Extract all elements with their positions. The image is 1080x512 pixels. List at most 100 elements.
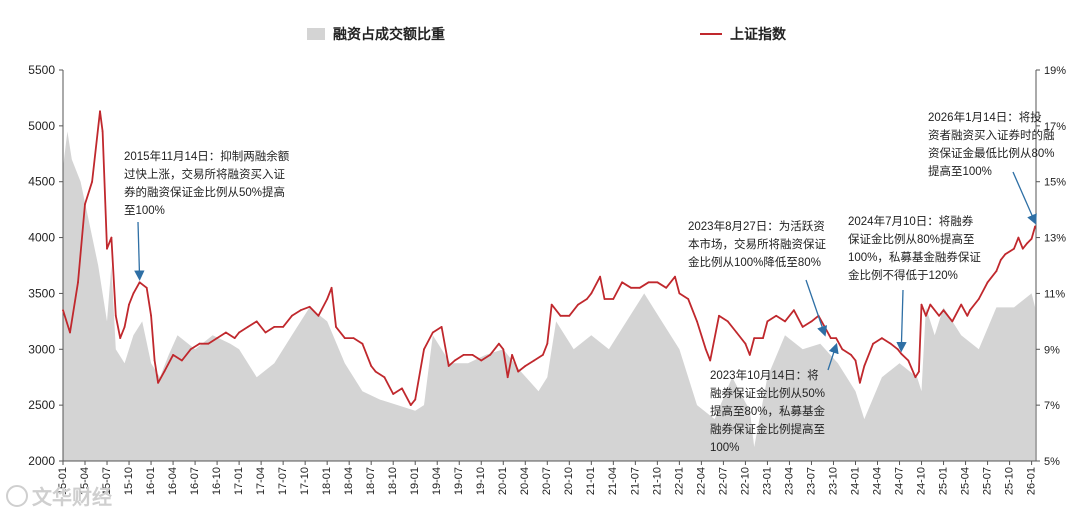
legend-ratio-swatch [307,28,325,40]
index-point [920,303,923,306]
index-point [603,298,606,300]
index-point [392,393,395,395]
annotation-2023-08: 2023年8月27日：为活跃资 本市场，交易所将融资保证 金比例从100%降低至… [688,221,826,269]
index-point [299,309,302,312]
index-point [335,326,337,328]
x-tick-label: 19-04 [431,467,443,495]
annotation-2024-07: 2024年7月10日：将融券 保证金比例从80%提高至 100%，私募基金融券保… [848,216,981,282]
watermark-logo-icon [6,484,28,507]
index-point [114,314,117,317]
index-point [850,354,852,356]
index-point [586,298,588,300]
index-point [498,342,500,345]
x-tick-label: 22-07 [717,467,729,495]
index-point [423,348,425,351]
y-left-tick-label: 2500 [28,398,55,412]
index-point [361,342,364,345]
x-tick-label: 15-01 [57,467,69,495]
index-point [753,337,756,339]
index-point [1013,247,1015,250]
index-point [918,370,920,373]
y-left-tick-label: 4000 [28,231,55,245]
x-tick-label: 18-10 [387,467,399,495]
index-point [440,326,443,328]
x-tick-label: 16-07 [189,467,201,495]
index-point [542,354,544,356]
annotation-arrows [134,171,1037,371]
y-left-tick-label: 3000 [28,342,55,356]
index-point [925,314,927,317]
index-point [238,331,241,334]
index-point [255,320,258,323]
y-right-tick-label: 7% [1044,400,1060,412]
y-left-tick-label: 4500 [28,175,55,189]
index-point [163,370,166,373]
x-tick-label: 19-07 [453,467,465,495]
legend-index-swatch [700,33,722,35]
index-point [128,303,130,306]
index-point [835,337,837,339]
index-point [189,348,192,351]
index-point [172,354,175,356]
index-point [401,387,403,390]
index-point [207,342,210,345]
y-right-tick-label: 5% [1044,456,1060,468]
y-left-tick-label: 5500 [28,63,55,77]
index-line-layer [62,110,1036,406]
index-point [91,180,93,183]
index-point [291,314,293,317]
index-point [317,314,320,317]
x-tick-label: 15-04 [79,467,91,495]
x-tick-label: 24-07 [893,467,905,495]
index-point [138,281,141,284]
legend-index-label: 上证指数 [730,26,786,42]
index-point [77,281,79,284]
index-point [914,376,917,379]
index-point [330,286,333,289]
x-tick-label: 18-01 [321,467,333,495]
index-point [145,286,148,289]
y-right-tick-label: 17% [1044,121,1066,133]
y-right-tick-label: 19% [1044,65,1066,77]
index-line [62,110,1036,406]
index-point [517,370,520,373]
axis-layer: 2000 2500 3000 3500 4000 4500 5000 5500 5% 7% 9% 11… [28,63,1066,495]
index-point [471,354,474,356]
index-point [264,331,267,334]
index-point [896,348,899,351]
index-point [647,281,650,284]
index-point [533,359,535,362]
y-right-tick-label: 9% [1044,344,1060,356]
index-point [1030,237,1033,240]
legend-ratio: 融资占成交额比重 [307,24,445,44]
x-tick-label: 17-01 [233,467,245,495]
x-tick-label: 25-10 [1003,467,1015,495]
index-point [506,376,509,379]
index-point [612,298,615,300]
index-point [524,365,527,367]
index-point [282,326,284,328]
ratio-area [63,131,1036,461]
index-point [718,314,720,317]
x-tick-label: 17-07 [277,467,289,495]
index-point [942,309,945,312]
x-tick-label: 23-04 [783,467,795,495]
index-point [84,203,86,206]
index-point [414,398,417,401]
annotation-2015-11: 2015年11月14日：抑制两融余额 过快上涨，交易所将融资买入证 券的融资保证… [124,151,290,217]
x-tick-label: 23-01 [761,467,773,495]
index-point [938,314,940,317]
index-point [704,348,707,351]
index-point [621,281,623,284]
index-point [447,365,450,367]
index-point [1026,242,1029,245]
x-tick-label: 22-01 [673,467,685,495]
x-tick-label: 16-10 [211,467,223,495]
annotation-arrow [1012,171,1037,225]
index-point [748,354,751,356]
index-point [150,314,153,317]
index-point [374,370,377,373]
x-tick-label: 20-01 [497,467,509,495]
x-tick-label: 25-01 [937,467,949,495]
